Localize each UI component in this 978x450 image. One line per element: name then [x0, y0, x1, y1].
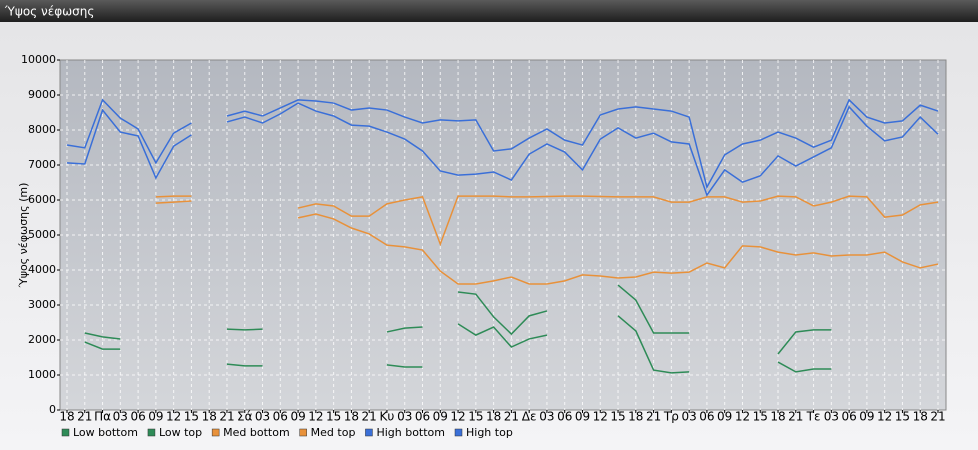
x-tick-label: 09	[859, 410, 874, 424]
x-tick-label: 21	[362, 410, 377, 424]
x-tick-label: 18	[202, 410, 217, 424]
series-line	[155, 195, 939, 247]
y-tick-label: 3000	[28, 298, 56, 311]
legend-swatch	[454, 428, 463, 437]
x-tick-label: Σά	[237, 410, 253, 424]
x-tick-label: 18	[770, 410, 785, 424]
x-tick-label: 03	[397, 410, 412, 424]
legend-label: Med top	[311, 426, 356, 439]
x-tick-label: 21	[788, 410, 803, 424]
x-tick-label: 03	[539, 410, 554, 424]
x-tick-label: 09	[148, 410, 163, 424]
x-tick-label: 06	[699, 410, 714, 424]
x-tick-label: 06	[415, 410, 430, 424]
x-tick-label: Κυ	[380, 410, 395, 424]
y-tick-label: 5000	[28, 228, 56, 241]
legend-label: Low bottom	[73, 426, 138, 439]
x-tick-label: 21	[646, 410, 661, 424]
x-tick-label: 15	[184, 410, 199, 424]
legend-label: High top	[466, 426, 513, 439]
x-tick-label: 12	[593, 410, 608, 424]
legend-swatch	[61, 428, 70, 437]
legend-swatch	[365, 428, 373, 437]
x-tick-label: 06	[557, 410, 572, 424]
x-tick-label: 03	[255, 410, 270, 424]
series-line	[66, 98, 939, 190]
x-tick-label: Δε	[522, 410, 537, 424]
x-tick-label: 21	[504, 410, 519, 424]
y-tick-label: 4000	[28, 263, 56, 276]
y-tick-label: 1000	[28, 368, 56, 381]
x-tick-label: 09	[290, 410, 305, 424]
x-tick-label: Τε	[806, 410, 821, 424]
x-tick-label: 03	[824, 410, 839, 424]
x-tick-label: 18	[344, 410, 359, 424]
x-tick-label: 12	[308, 410, 323, 424]
x-tick-label: 06	[130, 410, 145, 424]
x-tick-label: 06	[841, 410, 856, 424]
x-tick-label: 21	[77, 410, 92, 424]
series-line	[84, 315, 832, 374]
x-tick-label: 18	[628, 410, 643, 424]
legend-label: Low top	[159, 426, 202, 439]
x-tick-label: 18	[59, 410, 74, 424]
x-tick-label: 15	[468, 410, 483, 424]
y-tick-label: 6000	[28, 193, 56, 206]
series-line	[155, 200, 939, 285]
x-tick-label: 21	[219, 410, 234, 424]
x-tick-label: 03	[113, 410, 128, 424]
x-tick-label: 12	[877, 410, 892, 424]
y-tick-label: 7000	[28, 158, 56, 171]
y-tick-label: 0	[49, 403, 56, 416]
x-tick-label: 09	[433, 410, 448, 424]
legend-label: Med bottom	[223, 426, 290, 439]
x-tick-label: 03	[682, 410, 697, 424]
legend-swatch	[147, 428, 156, 437]
x-tick-label: 12	[166, 410, 181, 424]
x-tick-label: 18	[913, 410, 928, 424]
x-tick-label: 15	[895, 410, 910, 424]
series-line	[84, 284, 832, 355]
x-tick-label: Πα	[94, 410, 111, 424]
x-tick-label: 06	[273, 410, 288, 424]
title-bar	[0, 0, 978, 22]
x-tick-label: 09	[575, 410, 590, 424]
legend-label: High bottom	[376, 426, 445, 439]
x-tick-label: 15	[326, 410, 341, 424]
x-tick-label: Τρ	[663, 410, 679, 424]
x-tick-label: 12	[735, 410, 750, 424]
y-axis-label: Ύψος νέφωσης (m)	[17, 183, 30, 289]
x-tick-label: 15	[610, 410, 625, 424]
x-tick-label: 12	[450, 410, 465, 424]
y-tick-label: 9000	[28, 88, 56, 101]
x-tick-label: 09	[717, 410, 732, 424]
y-tick-label: 2000	[28, 333, 56, 346]
legend-swatch	[211, 428, 220, 437]
legend-swatch	[299, 428, 307, 437]
x-tick-label: 21	[930, 410, 945, 424]
x-tick-label: 18	[486, 410, 501, 424]
x-tick-label: 15	[753, 410, 768, 424]
y-tick-label: 10000	[21, 53, 56, 66]
series-line	[66, 102, 939, 197]
y-tick-label: 8000	[28, 123, 56, 136]
chart-title: Ύψος νέφωσης	[4, 5, 94, 19]
